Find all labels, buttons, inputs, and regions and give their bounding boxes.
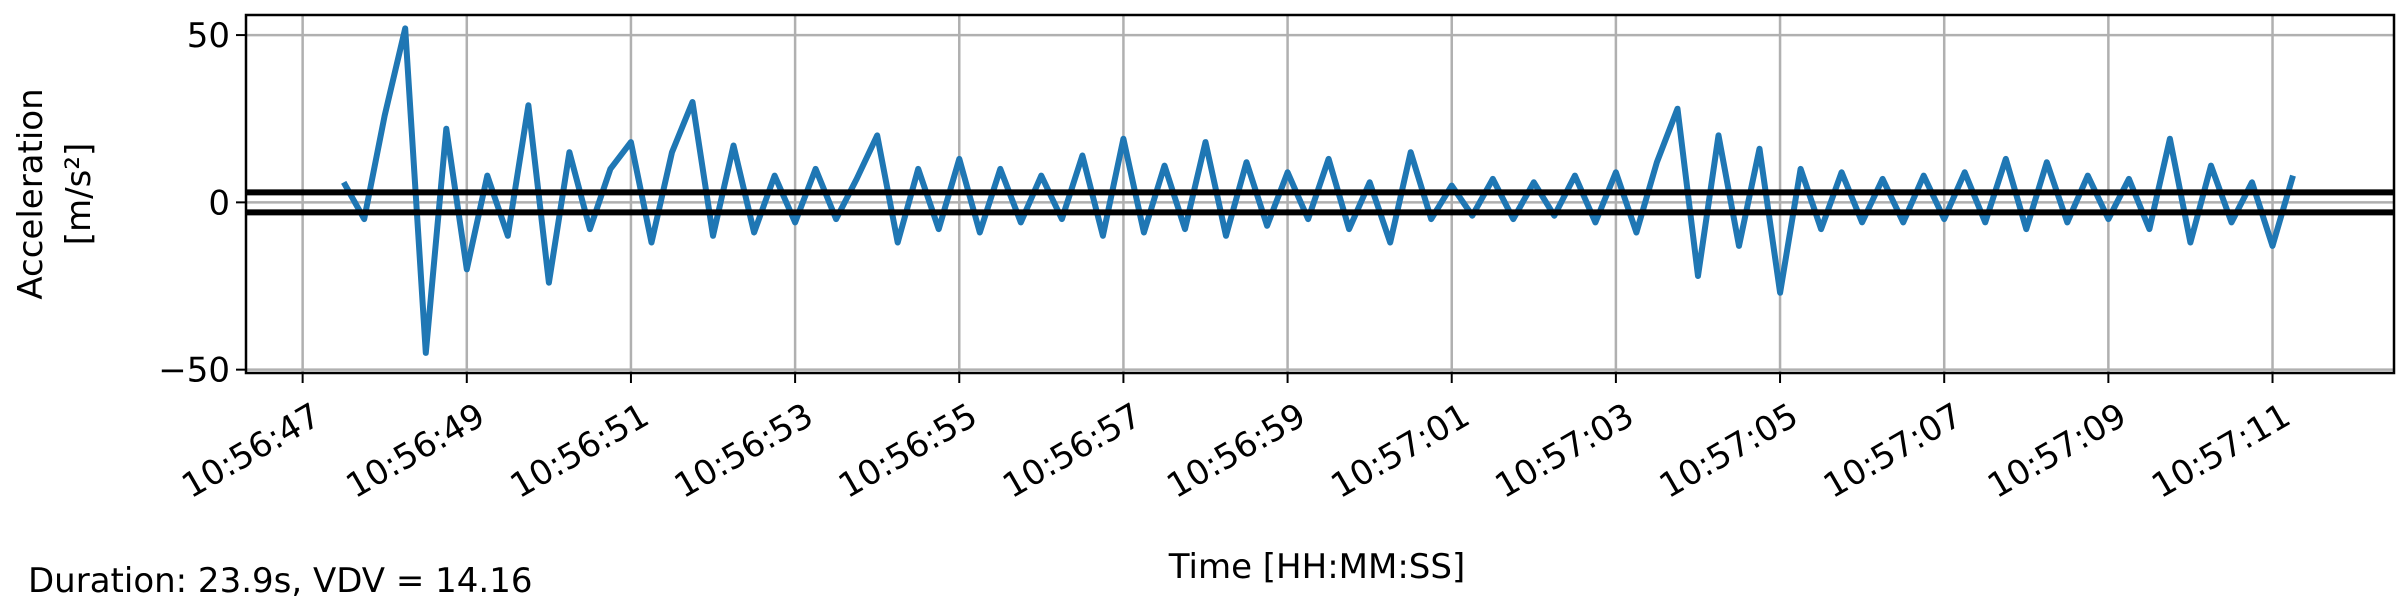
x-tick-label: 10:56:49 [339,396,491,507]
x-tick-label: 10:56:51 [504,396,656,507]
y-tick-label: −50 [158,351,230,391]
data-line [341,25,2296,356]
plot-frame [244,13,2396,375]
x-tick-label: 10:57:05 [1653,396,1805,507]
x-tick-label: 10:56:59 [1160,396,1312,507]
x-axis-label: Time [HH:MM:SS] [1168,547,1465,587]
x-tick-label: 10:56:47 [175,396,327,507]
y-axis-label: Acceleration [11,88,51,299]
x-tick-label: 10:57:11 [2145,396,2297,507]
y-tick-label: 50 [187,16,230,56]
x-tick-label: 10:56:55 [832,396,984,507]
y-axis-label: [m/s²] [59,143,99,245]
x-tick-label: 10:56:57 [996,396,1148,507]
x-tick-label: 10:57:03 [1489,396,1641,507]
x-tick-label: 10:57:07 [1817,396,1969,507]
annotation: Duration: 23.9s, VDV = 14.16 [28,561,533,600]
x-tick-label: 10:56:53 [668,396,820,507]
y-tick-label: 0 [208,183,230,223]
x-tick-label: 10:57:01 [1324,396,1476,507]
x-tick-label: 10:57:09 [1981,396,2133,507]
